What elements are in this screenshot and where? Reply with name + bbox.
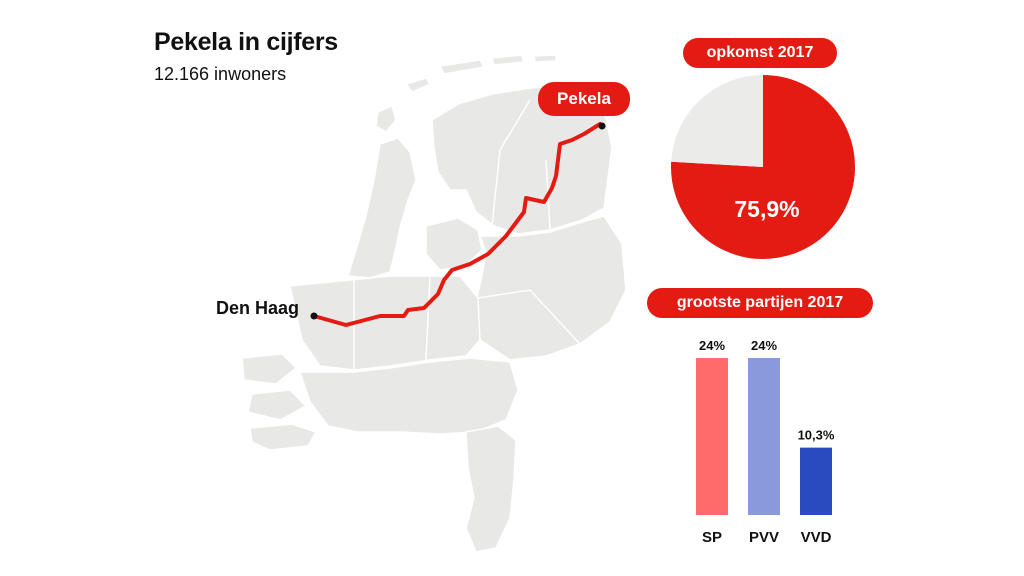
turnout-pie-chart: 75,9%	[671, 75, 855, 260]
route-line	[312, 122, 602, 327]
turnout-title: opkomst 2017	[683, 38, 837, 68]
parties-bar-chart: 24% SP 24% PVV 10,3% VVD	[696, 338, 835, 546]
pekela-marker	[598, 122, 606, 130]
bar-value-label-sp: 24%	[699, 338, 725, 353]
map-water	[402, 178, 446, 262]
bar-value-label-pvv: 24%	[751, 338, 777, 353]
island-vlieland	[405, 77, 431, 93]
island-terschelling	[439, 59, 485, 75]
region-zeeland-north	[241, 353, 297, 385]
pie-slice-0	[671, 75, 855, 260]
den-haag-label: Den Haag	[216, 298, 300, 318]
region-flevoland	[425, 217, 483, 271]
bar-vvd	[800, 447, 832, 515]
region-limburg	[465, 425, 517, 553]
island-ameland	[491, 54, 525, 66]
map-land	[241, 54, 627, 553]
region-north-holland	[347, 137, 417, 279]
pekela-label: Pekela	[538, 82, 630, 116]
bar-pvv	[748, 358, 780, 515]
ijsselmeer	[412, 178, 446, 224]
den-haag-marker	[310, 312, 318, 320]
bar-category-label-vvd: VVD	[801, 529, 832, 546]
region-central	[289, 275, 481, 371]
bar-value-label-vvd: 10,3%	[798, 428, 835, 443]
bar-category-label-sp: SP	[702, 529, 722, 546]
region-zeeland-mid	[247, 389, 307, 421]
population-text: 12.166 inwoners	[154, 64, 287, 84]
pie-slice-1	[671, 75, 763, 167]
page-title: Pekela in cijfers	[154, 28, 338, 56]
region-zeeland-south	[249, 423, 317, 451]
bar-sp	[696, 358, 728, 515]
parties-title: grootste partijen 2017	[647, 288, 873, 318]
island-texel	[375, 105, 397, 133]
markermeer	[402, 230, 424, 262]
region-brabant	[299, 357, 519, 435]
island-schiermonnikoog	[533, 54, 557, 63]
bar-category-label-pvv: PVV	[749, 529, 779, 546]
region-north	[431, 85, 613, 235]
netherlands-map	[241, 54, 627, 553]
turnout-value-label: 75,9%	[734, 196, 799, 222]
region-east	[473, 215, 627, 361]
